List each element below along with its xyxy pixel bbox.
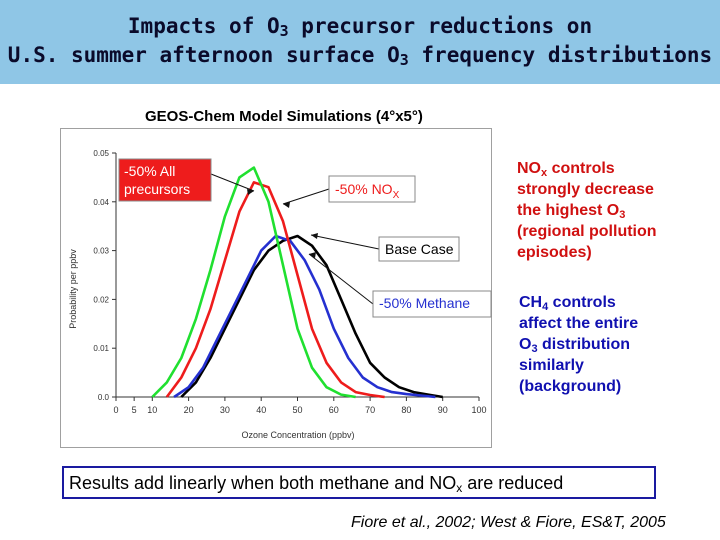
nox-note: NOx controls strongly decrease the highe… [517, 160, 657, 261]
ozone-frequency-chart: 0 5 10 20 30 40 50 60 70 80 90 100 0.0 0.01 0.02 0.03 0.… [68, 149, 492, 440]
series-line-50-all-precursors [151, 166, 356, 399]
legend-arrowhead-50-methane [309, 252, 316, 258]
legend-arrow-50-all-precursors [210, 173, 255, 192]
y-tick-label: 0.03 [93, 247, 109, 256]
series-line-50-nox [165, 180, 385, 399]
x-tick-label: 0 [113, 405, 118, 415]
title-line-1: Impacts of O3 precursor reductions on [127, 14, 593, 40]
x-tick-label: 20 [184, 405, 194, 415]
chart-axes: 0 5 10 20 30 40 50 60 70 80 90 100 0.0 0.01 0.02 0.03 0.… [93, 149, 486, 415]
series-line-50-methane [173, 234, 436, 399]
series-line-base-case [180, 234, 443, 399]
y-tick-label: 0.05 [93, 149, 109, 158]
y-tick-label: 0.02 [93, 295, 109, 304]
x-tick-label: 10 [147, 405, 157, 415]
legend-arrow-base-case [310, 234, 380, 250]
x-axis-label: Ozone Concentration (ppbv) [241, 430, 354, 440]
y-tick-label: 0.01 [93, 344, 109, 353]
legend-box-50-all-precursors [118, 158, 212, 202]
legend-box-base-case [378, 236, 460, 262]
chart-frame: 0 5 10 20 30 40 50 60 70 80 90 100 0.0 0.01 0.02 0.03 0.… [60, 128, 492, 448]
legend-arrow-50-nox [282, 188, 330, 205]
x-tick-label: 40 [256, 405, 266, 415]
legend-arrowhead-50-all-precursors [247, 189, 254, 195]
x-tick-label: 30 [220, 405, 230, 415]
legend-box-50-nox [328, 175, 416, 203]
legend-arrowhead-50-nox [283, 202, 290, 208]
legend-arrowhead-base-case [311, 233, 318, 239]
result-statement: Results add linearly when both methane a… [62, 466, 656, 499]
legend-label-base-case: Base Case [385, 241, 454, 257]
legend-label-50-nox: -50% NOX [335, 181, 400, 201]
y-axis-label: Probability per ppbv [68, 249, 78, 329]
y-tick-label: 0.04 [93, 198, 109, 207]
legend-label-50-all-precursors: -50% All [124, 163, 175, 179]
citation: Fiore et al., 2002; West & Fiore, ES&T, … [351, 514, 666, 531]
x-tick-label: 5 [132, 405, 137, 415]
ch4-note: CH4 controls affect the entire O3 distri… [519, 294, 639, 395]
legend-arrow-50-methane [308, 253, 374, 305]
legend-label-50-all-precursors-line2: precursors [124, 181, 190, 197]
x-tick-label: 90 [438, 405, 448, 415]
legend-label-50-methane: -50% Methane [379, 295, 470, 311]
chart-legend: -50% All precursors -50% NOX Base Case -50% … [118, 158, 492, 318]
y-tick-label: 0.0 [98, 393, 110, 402]
x-tick-label: 100 [471, 405, 486, 415]
chart-curves [151, 166, 443, 399]
x-tick-label: 60 [329, 405, 339, 415]
x-tick-label: 80 [401, 405, 411, 415]
title-band: Impacts of O3 precursor reductions on U.… [0, 0, 720, 84]
x-tick-label: 70 [365, 405, 375, 415]
x-tick-label: 50 [292, 405, 302, 415]
title-line-2: U.S. summer afternoon surface O3 frequen… [7, 43, 713, 69]
legend-box-50-methane [372, 290, 492, 318]
simulation-label: GEOS-Chem Model Simulations (4°x5°) [145, 108, 423, 125]
